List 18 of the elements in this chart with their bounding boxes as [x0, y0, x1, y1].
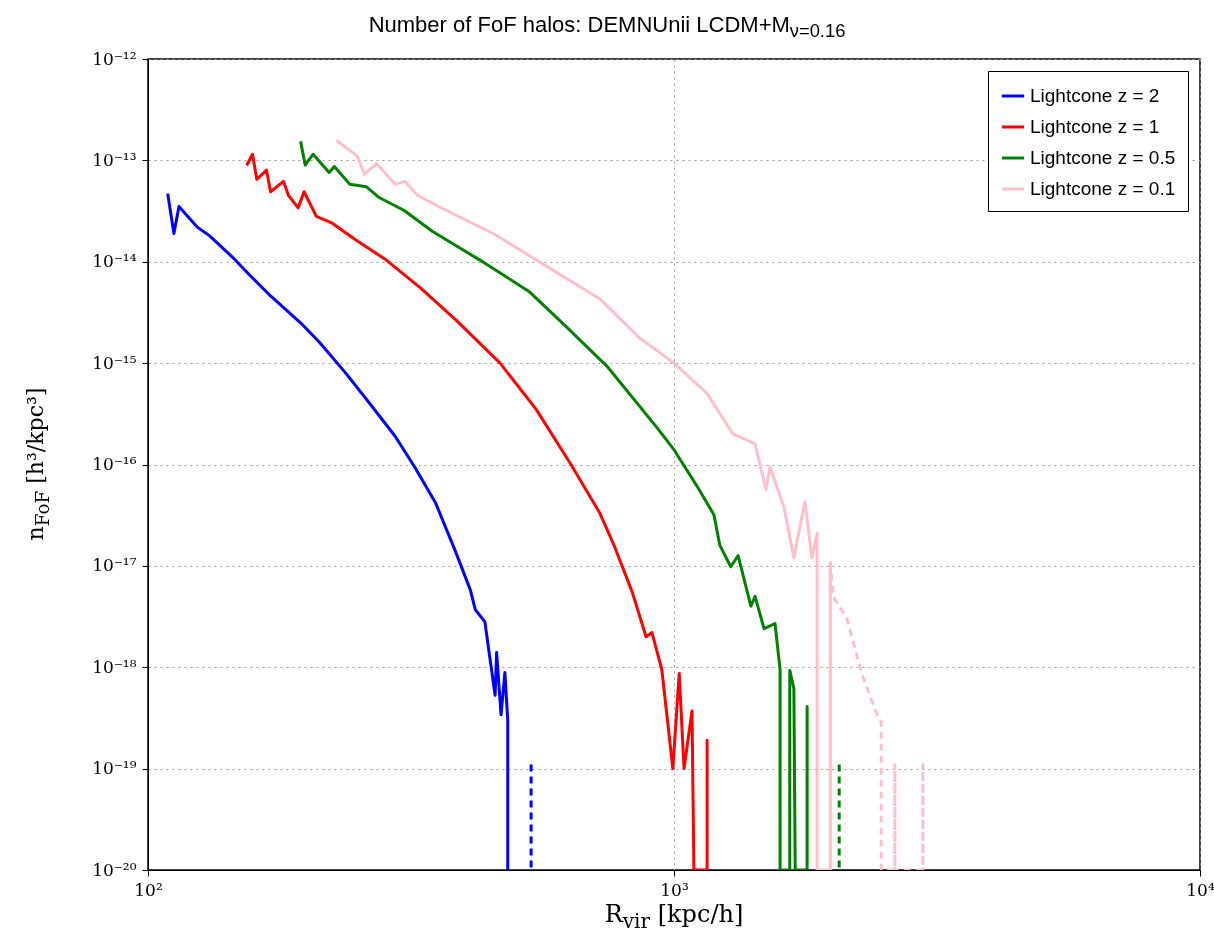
- y-tick-label: 10⁻²⁰: [92, 859, 137, 880]
- y-tick-label: 10⁻¹²: [92, 48, 137, 69]
- y-tick-label: 10⁻¹⁷: [92, 555, 137, 576]
- x-tick-label: 10⁴: [1186, 879, 1214, 900]
- legend-label: Lightcone z = 1: [1030, 116, 1160, 137]
- chart-title: Number of FoF halos: DEMNUnii LCDM+M$_{ν=0.16}$: [367, 12, 847, 43]
- y-tick-label: 10⁻¹⁸: [92, 656, 137, 677]
- x-tick-label: 10³: [660, 879, 689, 900]
- y-tick-label: 10⁻¹⁵: [92, 352, 137, 373]
- x-axis-title: R$_{vir}$ [kpc/h]: [603, 900, 745, 933]
- legend-label: Lightcone z = 0.1: [1030, 178, 1176, 199]
- y-tick-label: 10⁻¹⁶: [92, 454, 137, 474]
- y-tick-label: 10⁻¹³: [92, 149, 137, 170]
- legend-label: Lightcone z = 0.5: [1030, 147, 1176, 168]
- x-tick-label: 10²: [134, 879, 163, 900]
- legend-label: Lightcone z = 2: [1030, 85, 1160, 106]
- y-tick-label: 10⁻¹⁹: [92, 758, 137, 779]
- y-tick-label: 10⁻¹⁴: [92, 251, 137, 272]
